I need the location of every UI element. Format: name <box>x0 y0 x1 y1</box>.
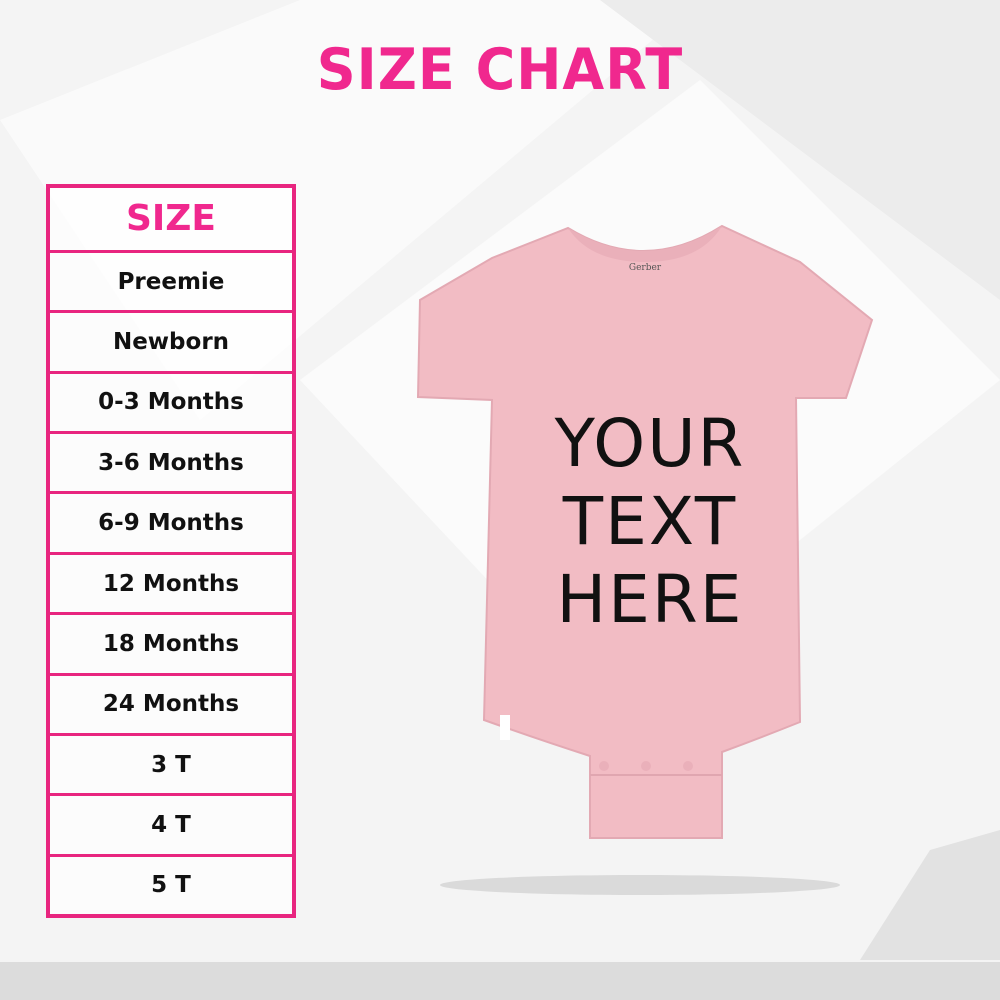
print-line: TEXT <box>562 483 738 560</box>
size-row: 6-9 Months <box>50 491 292 551</box>
onesie-image: Gerber <box>416 224 874 895</box>
print-line: YOUR <box>554 405 746 482</box>
size-table: SIZE Preemie Newborn 0-3 Months 3-6 Mont… <box>46 184 296 918</box>
floor <box>0 962 1000 1000</box>
page-title: SIZE CHART <box>316 36 684 103</box>
size-row: Newborn <box>50 310 292 370</box>
print-text: YOUR TEXT HERE <box>540 405 760 639</box>
size-row: 4 T <box>50 793 292 853</box>
size-row: 0-3 Months <box>50 370 292 431</box>
size-row: 18 Months <box>50 612 292 672</box>
size-row: 24 Months <box>50 672 292 733</box>
size-header: SIZE <box>125 198 217 240</box>
size-row: 12 Months <box>50 551 292 612</box>
print-line: HERE <box>556 561 744 638</box>
size-row: 3-6 Months <box>50 431 292 491</box>
size-row: 3 T <box>50 732 292 793</box>
size-row: Preemie <box>50 249 292 310</box>
svg-text:Gerber: Gerber <box>629 263 662 273</box>
size-row: 5 T <box>50 853 292 914</box>
